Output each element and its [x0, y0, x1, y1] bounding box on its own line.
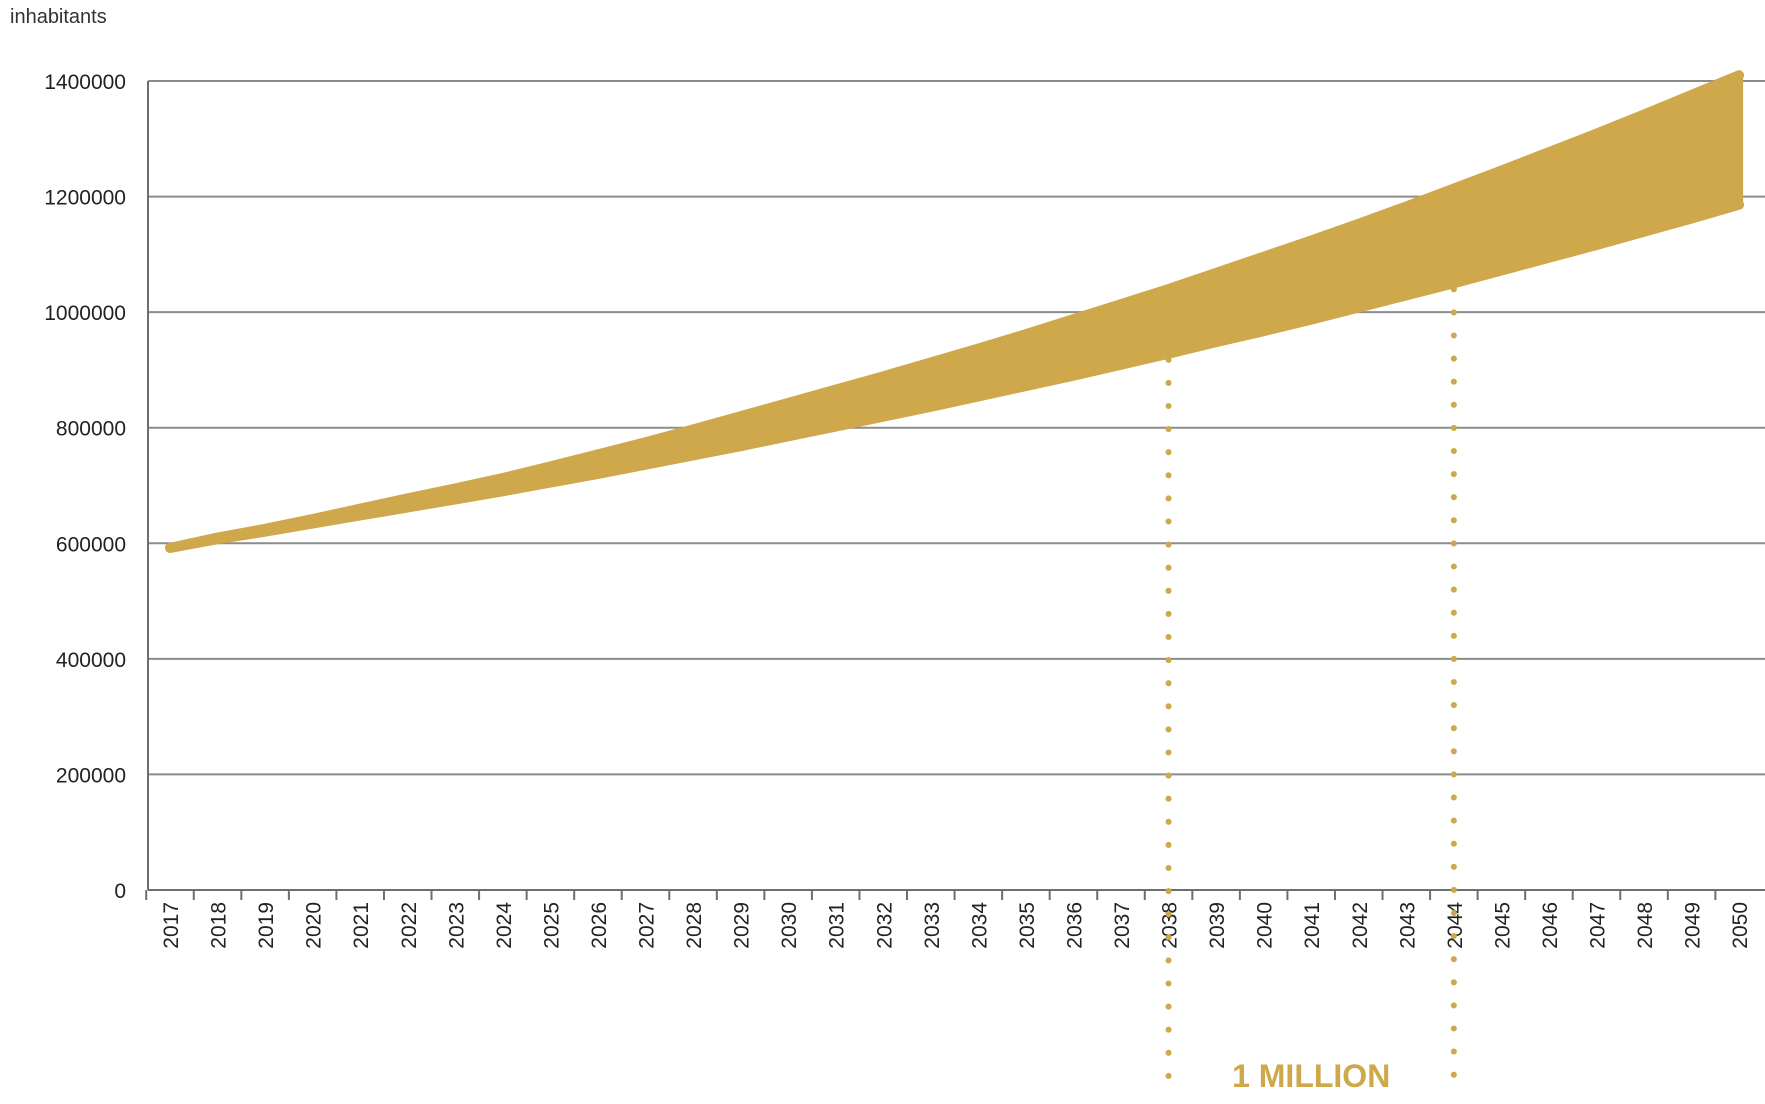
x-tick-label: 2035 [1016, 902, 1039, 949]
annotation: 1 MILLION [1165, 286, 1457, 1095]
x-tick-label: 2048 [1634, 902, 1657, 949]
x-tick-label: 2047 [1587, 902, 1610, 949]
x-tick-label: 2028 [683, 902, 706, 949]
annotation-label: 1 MILLION [1232, 1058, 1390, 1094]
y-tick-label: 200000 [56, 764, 126, 787]
y-tick-label: 1400000 [44, 71, 126, 94]
x-tick-label: 2022 [398, 902, 421, 949]
projection-band [165, 70, 1745, 553]
x-tick-label: 2042 [1349, 902, 1372, 949]
lower-projection-line [165, 199, 1745, 553]
x-tick-label: 2026 [588, 902, 611, 949]
y-tick-label: 1200000 [44, 187, 126, 210]
x-tick-label: 2023 [445, 902, 468, 949]
x-tick-label: 2050 [1729, 902, 1752, 949]
x-tick-label: 2046 [1539, 902, 1562, 949]
y-tick-label: 400000 [56, 649, 126, 672]
x-tick-label: 2033 [921, 902, 944, 949]
x-tick-label: 2029 [731, 902, 754, 949]
x-tick-label: 2044 [1444, 902, 1467, 949]
x-tick-label: 2021 [350, 902, 373, 949]
x-tick-label: 2037 [1111, 902, 1134, 949]
x-tick-label: 2038 [1159, 902, 1182, 949]
x-tick-label: 2019 [255, 902, 278, 949]
x-tick-label: 2032 [873, 902, 896, 949]
x-tick-label: 2031 [826, 902, 849, 949]
x-tick-label: 2020 [303, 902, 326, 949]
x-tick-label: 2027 [636, 902, 659, 949]
axes: 0 200000 400000 600000 800000 1000000 1200000 1… [44, 71, 1765, 949]
x-tick-label: 2034 [968, 902, 991, 949]
x-tick-label: 2036 [1063, 902, 1086, 949]
y-tick-label: 800000 [56, 418, 126, 441]
x-tick-label: 2041 [1301, 902, 1324, 949]
x-tick-label: 2018 [208, 902, 231, 949]
gridlines [148, 80, 1765, 776]
x-tick-label: 2043 [1396, 902, 1419, 949]
y-tick-label: 1000000 [44, 302, 126, 325]
x-tick-label: 2049 [1682, 902, 1705, 949]
y-tick-label: 0 [114, 880, 126, 903]
x-tick-label: 2017 [160, 902, 183, 949]
x-tick-label: 2045 [1491, 902, 1514, 949]
x-tick-label: 2039 [1206, 902, 1229, 949]
y-axis-unit-label: inhabitants [10, 6, 107, 28]
y-tick-label: 600000 [56, 533, 126, 556]
x-tick-label: 2040 [1254, 902, 1277, 949]
upper-projection-line [165, 70, 1745, 553]
x-tick-label: 2025 [540, 902, 563, 949]
x-tick-label: 2024 [493, 902, 516, 949]
x-tick-label: 2030 [778, 902, 801, 949]
